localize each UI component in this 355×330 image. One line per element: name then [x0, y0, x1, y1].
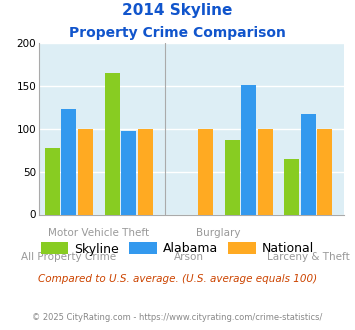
Text: 2014 Skyline: 2014 Skyline	[122, 3, 233, 18]
Bar	[61, 109, 76, 214]
Bar	[105, 73, 120, 215]
Bar	[241, 85, 256, 214]
Text: Burglary: Burglary	[196, 228, 241, 238]
Text: All Property Crime: All Property Crime	[21, 252, 116, 262]
Text: Property Crime Comparison: Property Crime Comparison	[69, 26, 286, 40]
Bar	[121, 131, 136, 214]
Bar	[45, 148, 60, 214]
Legend: Skyline, Alabama, National: Skyline, Alabama, National	[36, 237, 319, 260]
Text: © 2025 CityRating.com - https://www.cityrating.com/crime-statistics/: © 2025 CityRating.com - https://www.city…	[32, 314, 323, 322]
Text: Compared to U.S. average. (U.S. average equals 100): Compared to U.S. average. (U.S. average …	[38, 274, 317, 284]
Bar	[225, 140, 240, 214]
Bar	[284, 159, 300, 214]
Bar	[78, 129, 93, 214]
Bar	[301, 114, 316, 214]
Bar	[198, 129, 213, 214]
Bar	[138, 129, 153, 214]
Bar	[317, 129, 332, 214]
Bar	[257, 129, 273, 214]
Text: Larceny & Theft: Larceny & Theft	[267, 252, 350, 262]
Text: Motor Vehicle Theft: Motor Vehicle Theft	[48, 228, 149, 238]
Text: Arson: Arson	[174, 252, 204, 262]
